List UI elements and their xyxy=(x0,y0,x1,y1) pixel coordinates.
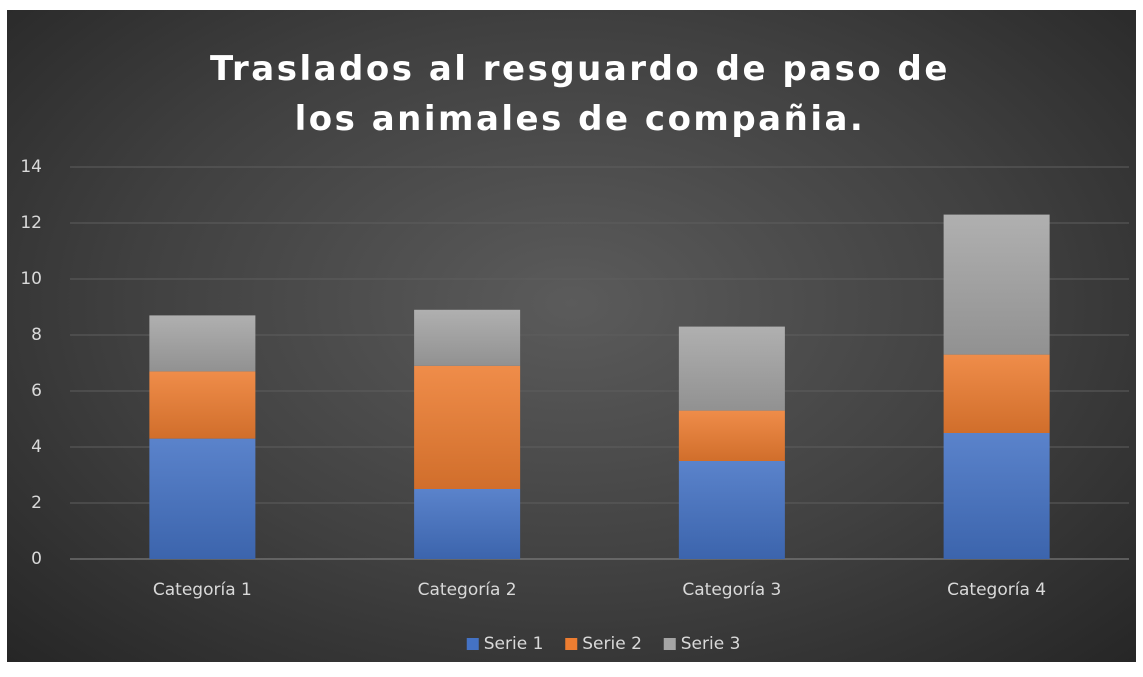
legend-swatch xyxy=(565,638,578,650)
bar-shade xyxy=(149,438,256,559)
bar-shade xyxy=(149,315,256,372)
y-tick-label: 0 xyxy=(31,549,42,569)
bar-shade xyxy=(678,410,785,461)
bar-shade xyxy=(943,214,1050,355)
bar-shade xyxy=(678,461,785,559)
legend-swatch xyxy=(466,638,479,650)
x-tick-label: Categoría 3 xyxy=(682,580,781,600)
bar-shade xyxy=(678,326,785,411)
y-tick-label: 12 xyxy=(20,213,42,233)
y-tick-label: 2 xyxy=(31,493,42,513)
bar-shade xyxy=(943,354,1050,433)
legend-label: Serie 3 xyxy=(681,634,741,654)
bar-shade xyxy=(414,489,521,559)
y-tick-label: 4 xyxy=(31,437,42,457)
legend-swatch xyxy=(663,638,676,650)
y-tick-label: 10 xyxy=(20,269,42,289)
x-tick-label: Categoría 4 xyxy=(947,580,1046,600)
legend-label: Serie 2 xyxy=(582,634,642,654)
bar-shade xyxy=(414,309,521,366)
legend-label: Serie 1 xyxy=(484,634,544,654)
bar-shade xyxy=(149,371,256,439)
chart-title: Traslados al resguardo de paso de los an… xyxy=(210,49,950,139)
y-tick-label: 8 xyxy=(31,325,42,345)
x-tick-label: Categoría 1 xyxy=(153,580,252,600)
bar-shade xyxy=(943,433,1050,559)
bar-shade xyxy=(414,365,521,489)
y-tick-label: 14 xyxy=(20,157,42,177)
x-tick-label: Categoría 2 xyxy=(418,580,517,600)
y-tick-label: 6 xyxy=(31,381,42,401)
